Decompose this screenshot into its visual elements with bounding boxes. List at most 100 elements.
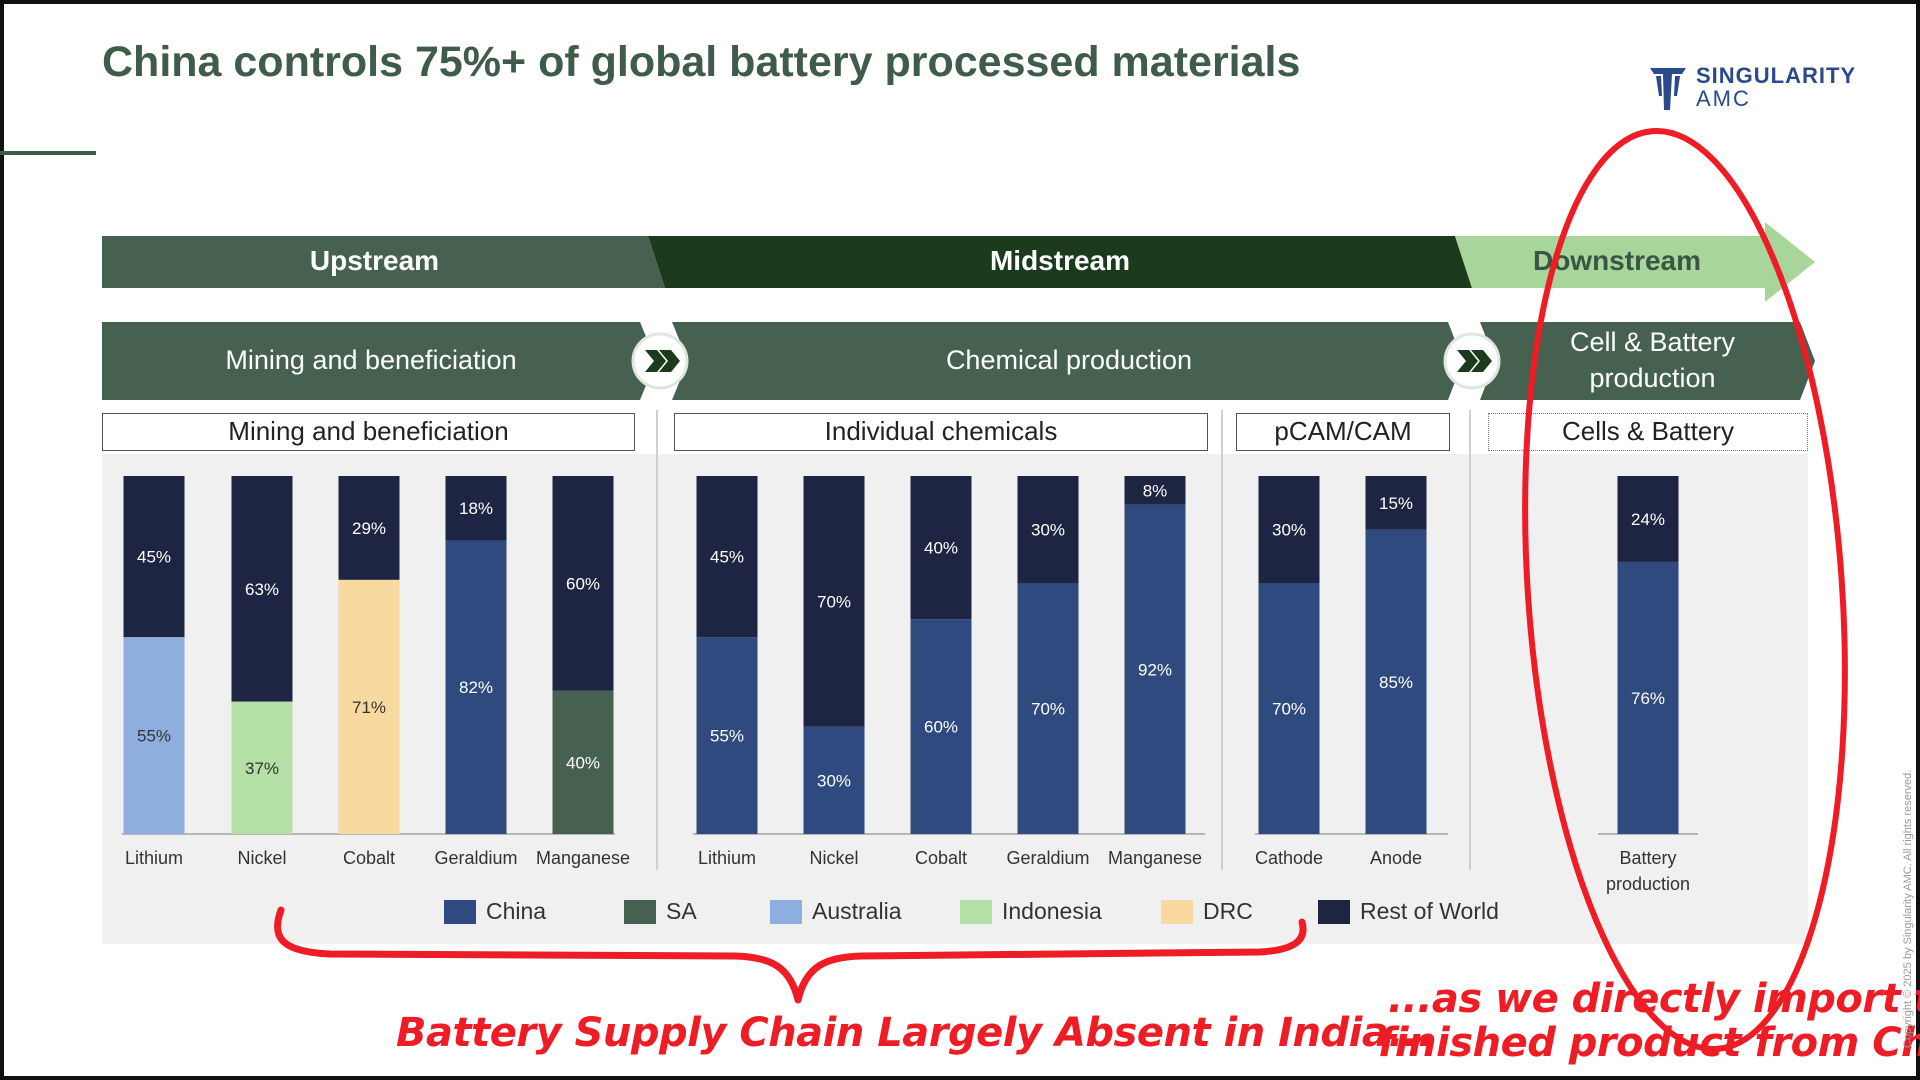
- data-label: 8%: [1143, 481, 1168, 500]
- category-label: Anode: [1370, 848, 1422, 868]
- legend-item-drc: DRC: [1161, 898, 1253, 925]
- logo-name: SINGULARITY: [1696, 63, 1857, 88]
- data-label: 82%: [459, 678, 493, 697]
- right-annotation-line2: finished product from China: [1378, 1020, 1920, 1066]
- category-label: Lithium: [698, 848, 756, 868]
- cell-process-line2: production: [1589, 363, 1716, 393]
- category-label: Manganese: [536, 848, 630, 868]
- midstream-label: Midstream: [989, 245, 1131, 276]
- category-label: Nickel: [809, 848, 858, 868]
- copyright-notice: Copyright © 2025 by Singularity AMC. All…: [1902, 769, 1914, 1048]
- bar-segment-rest-of-world: [696, 476, 758, 638]
- data-label: 85%: [1379, 673, 1413, 692]
- legend-swatch: [624, 899, 656, 924]
- bar-segment-sa: [552, 690, 614, 834]
- legend-item-australia: Australia: [770, 898, 901, 925]
- legend-label: Indonesia: [1002, 898, 1102, 924]
- data-label: 76%: [1631, 689, 1665, 708]
- logo-sub: AMC: [1696, 86, 1751, 111]
- group-box-mining: Mining and beneficiation: [102, 413, 635, 451]
- highlight-ellipse: [1522, 127, 1848, 1053]
- bar-segment-rest-of-world: [1365, 476, 1427, 530]
- bar-segment-rest-of-world: [1258, 476, 1320, 584]
- logo-text: SINGULARITY AMC: [1696, 64, 1856, 110]
- bar-segment-china: [1617, 561, 1679, 834]
- category-label: Lithium: [125, 848, 183, 868]
- group-separator: [1469, 410, 1471, 870]
- singularity-logo: SINGULARITY AMC: [1648, 64, 1873, 114]
- data-label: 70%: [1031, 700, 1065, 719]
- data-label: 30%: [817, 771, 851, 790]
- legend-item-sa: SA: [624, 898, 697, 925]
- bar-segment-china: [1124, 504, 1186, 834]
- mining-process-label: Mining and beneficiation: [225, 345, 517, 375]
- data-label: 30%: [1031, 521, 1065, 540]
- category-label: Cobalt: [343, 848, 395, 868]
- group-box-cells: Cells & Battery: [1488, 413, 1808, 451]
- data-label: 70%: [1272, 700, 1306, 719]
- bar-segment-australia: [123, 637, 185, 834]
- data-label: 15%: [1379, 494, 1413, 513]
- data-label: 40%: [924, 539, 958, 558]
- data-label: 55%: [710, 727, 744, 746]
- data-label: 60%: [566, 574, 600, 593]
- bar-segment-china: [1017, 583, 1079, 834]
- curly-brace: [274, 906, 1307, 1004]
- legend-label: Australia: [812, 898, 902, 924]
- data-label: 60%: [924, 718, 958, 737]
- midstream-banner: [648, 236, 1472, 288]
- category-label: Geraldium: [1006, 848, 1089, 868]
- category-label: production: [1606, 874, 1690, 894]
- legend-item-rest-of-world: Rest of World: [1318, 898, 1499, 925]
- bar-segment-china: [803, 726, 865, 834]
- legend-item-indonesia: Indonesia: [960, 898, 1102, 925]
- legend-swatch: [1318, 899, 1350, 924]
- value-chain-banners: [102, 222, 1815, 400]
- group-separator: [656, 410, 658, 870]
- data-label: 55%: [137, 727, 171, 746]
- bar-segment-rest-of-world: [910, 476, 972, 620]
- downstream-banner: [1455, 222, 1815, 302]
- bar-segment-rest-of-world: [1617, 476, 1679, 562]
- chemical-process-arrow: [672, 322, 1463, 400]
- upstream-label: Upstream: [309, 245, 440, 276]
- legend-item-china: China: [444, 898, 546, 925]
- bar-segment-china: [445, 540, 507, 834]
- cell-process-label: Cell & Battery production: [1495, 324, 1810, 396]
- group-box-pcam: pCAM/CAM: [1236, 413, 1450, 451]
- legend-swatch: [444, 899, 476, 924]
- next-step-icon: [1443, 332, 1501, 390]
- next-step-icon: [631, 332, 689, 390]
- bar-segment-rest-of-world: [1124, 476, 1186, 505]
- mining-process-arrow: [102, 322, 656, 400]
- data-label: 18%: [459, 499, 493, 518]
- bar-segment-china: [1365, 529, 1427, 834]
- logo-mark-icon: [1650, 68, 1686, 110]
- bar-segment-rest-of-world: [123, 476, 185, 638]
- category-label: Cobalt: [915, 848, 967, 868]
- data-label: 40%: [566, 753, 600, 772]
- left-annotation: Battery Supply Chain Largely Absent in I…: [396, 1010, 1433, 1056]
- bar-segment-drc: [338, 579, 400, 834]
- legend-label: SA: [666, 898, 697, 924]
- data-label: 92%: [1138, 660, 1172, 679]
- data-label: 29%: [352, 519, 386, 538]
- cell-process-arrow: [1480, 322, 1815, 400]
- bar-segment-rest-of-world: [231, 476, 293, 702]
- group-box-chemicals: Individual chemicals: [674, 413, 1208, 451]
- bar-segment-china: [1258, 583, 1320, 834]
- upstream-banner: [102, 236, 665, 288]
- right-annotation-line1: ...as we directly import the: [1387, 976, 1920, 1022]
- legend-label: Rest of World: [1360, 898, 1499, 924]
- category-label: Battery: [1619, 848, 1676, 868]
- data-label: 30%: [1272, 521, 1306, 540]
- category-label: Cathode: [1255, 848, 1323, 868]
- legend-swatch: [1161, 899, 1193, 924]
- group-separator: [1221, 410, 1223, 870]
- chemical-process-label: Chemical production: [945, 345, 1193, 375]
- bar-segment-rest-of-world: [1017, 476, 1079, 584]
- data-label: 63%: [245, 580, 279, 599]
- category-label: Manganese: [1108, 848, 1202, 868]
